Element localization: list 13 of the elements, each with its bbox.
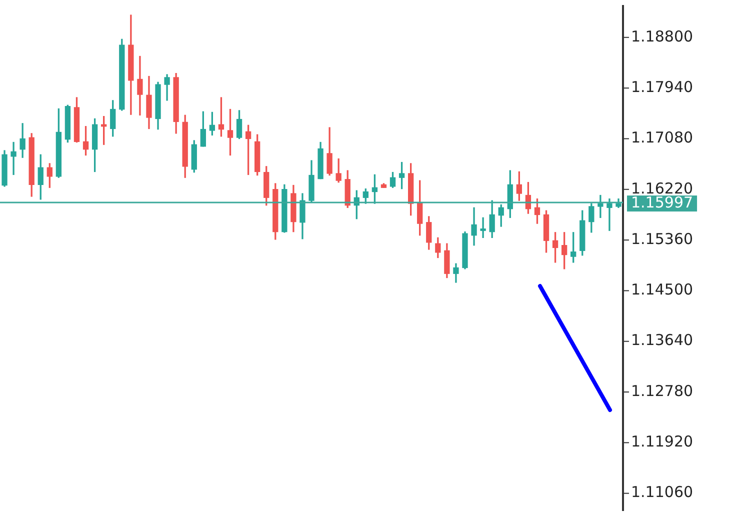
y-tick-label: 1.17940 <box>631 78 694 96</box>
y-tick-label: 1.11060 <box>631 483 694 502</box>
y-tick-label: 1.14500 <box>631 280 694 299</box>
y-tick-label: 1.18800 <box>631 27 694 46</box>
y-tick-label: 1.12780 <box>631 382 694 400</box>
candlestick <box>598 194 604 218</box>
candlestick <box>606 198 612 231</box>
y-tick-label: 1.15360 <box>631 230 694 248</box>
y-tick-label: 1.13640 <box>631 331 694 350</box>
candlestick <box>10 142 16 175</box>
y-tick-label: 1.17080 <box>631 128 694 147</box>
y-tick-label: 1.11920 <box>631 432 694 451</box>
candlestick <box>480 217 486 238</box>
